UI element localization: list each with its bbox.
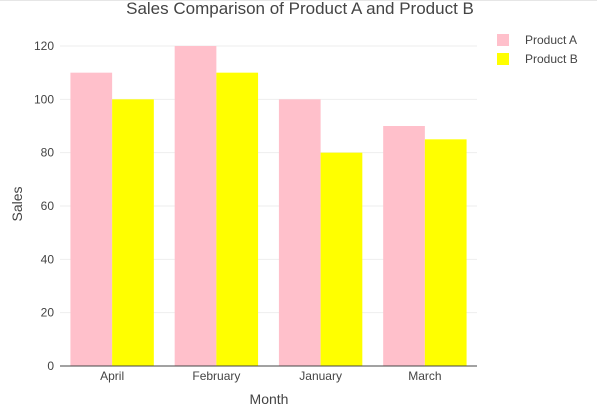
bar-product-b-april [112,99,154,366]
y-tick-label: 100 [34,92,54,106]
x-tick-label: April [100,369,124,383]
top-border [0,0,597,1]
legend-label: Product B [525,52,578,66]
y-tick-label: 20 [41,306,55,320]
bar-product-b-february [216,72,259,367]
bar-product-a-april [70,72,113,367]
bar-product-a-february [174,46,217,366]
bars [70,46,467,367]
legend-swatch [497,34,509,46]
y-axis-title: Sales [9,186,25,221]
bar-product-a-january [278,99,321,366]
y-tick-label: 40 [41,252,55,266]
x-tick-label: March [408,369,441,383]
bar-product-b-march [424,139,467,366]
chart-title: Sales Comparison of Product A and Produc… [126,0,474,18]
legend: Product A Product B [497,33,578,66]
x-axis-title: Month [250,391,289,404]
x-tick-label: February [192,369,240,383]
y-tick-label: 80 [41,146,55,160]
legend-swatch [497,53,509,65]
legend-label: Product A [525,33,577,47]
y-tick-label: 60 [41,199,55,213]
bar-product-b-january [320,152,363,366]
x-tick-label: January [299,369,342,383]
bar-product-a-march [383,126,425,366]
y-tick-label: 0 [47,359,54,373]
x-tick-labels: April February January March [100,369,441,383]
y-tick-label: 120 [34,39,54,53]
y-tick-labels: 0 20 40 60 80 100 120 [34,39,54,373]
